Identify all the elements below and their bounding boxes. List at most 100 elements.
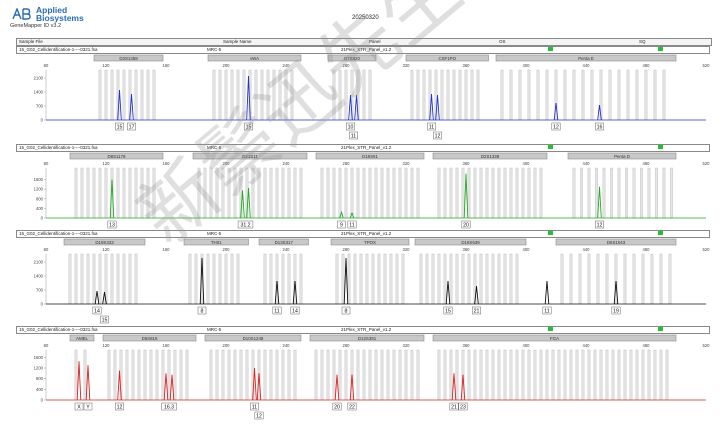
bin-line (659, 253, 663, 305)
bin-line (224, 253, 228, 305)
bin-line (116, 167, 120, 219)
bin-line (641, 349, 645, 401)
bin-line (263, 167, 267, 219)
y-tick-label: 2100 (34, 76, 44, 81)
bin-line (335, 253, 339, 305)
bin-line (473, 349, 477, 401)
x-tick-label: 320 (403, 63, 411, 68)
allele-call-label: 15 (115, 122, 124, 130)
locus-label: D2S1338 (481, 154, 500, 159)
bin-line (185, 349, 189, 401)
locus-marker: TH01 (183, 238, 249, 246)
signal-peak (429, 93, 434, 121)
bin-line (581, 69, 585, 121)
locus-marker: CSF1PO (405, 54, 489, 62)
bin-line (416, 69, 420, 121)
x-tick-label: 520 (703, 161, 711, 166)
bin-line (521, 167, 525, 219)
bin-line (206, 253, 210, 305)
bin-line (287, 349, 291, 401)
bin-line (83, 349, 87, 401)
x-tick-label: 320 (403, 247, 411, 252)
x-tick-label: 80 (44, 247, 49, 252)
signal-peak (544, 280, 550, 305)
locus-label: D12S391 (358, 336, 377, 341)
allele-call-label: 20 (461, 220, 471, 228)
bin-line (320, 167, 324, 219)
bin-line (509, 349, 513, 401)
bin-line (362, 167, 366, 219)
bin-line (572, 167, 576, 219)
bin-line (380, 349, 384, 401)
allele-call-label: 11 (250, 402, 259, 410)
bin-line (470, 69, 474, 121)
bin-line (595, 167, 598, 219)
bin-line (635, 349, 639, 401)
signal-peak (597, 104, 602, 121)
bin-line (215, 167, 219, 219)
bin-line (443, 349, 447, 401)
locus-label: D16S539 (461, 240, 480, 245)
bin-line (365, 253, 369, 305)
svg-text:14: 14 (292, 308, 298, 314)
locus-marker: D7S820 (327, 54, 377, 62)
bin-line (509, 167, 513, 219)
bin-line (134, 69, 138, 121)
bin-line (230, 69, 234, 121)
bin-line (281, 253, 285, 305)
bin-line (104, 167, 108, 219)
signal-peak (256, 373, 262, 401)
bin-line (461, 167, 465, 219)
bin-line (527, 69, 531, 121)
bin-line (497, 349, 501, 401)
bin-line (125, 349, 129, 401)
os-quality-flag (548, 327, 553, 331)
locus-marker: D3S1358 (93, 54, 164, 62)
signal-peak (102, 291, 107, 305)
y-tick-label: 1200 (34, 187, 44, 192)
bin-line (227, 167, 231, 219)
bin-line (275, 167, 279, 219)
allele-call-label: 16.3 (161, 402, 177, 410)
bin-line (659, 349, 663, 401)
bin-line (344, 167, 348, 219)
allele-call-label: Y (83, 402, 93, 410)
locus-label: D19S433 (95, 240, 114, 245)
bin-line (122, 69, 126, 121)
panel-2: 15_G02_Cellidentification-1----0321.fsa M… (16, 144, 710, 240)
svg-text:13: 13 (109, 222, 115, 228)
panel-title-row: 15_G02_Cellidentification-1----0321.fsa M… (16, 46, 710, 54)
signal-peak (169, 374, 175, 401)
y-tick-label: 800 (36, 376, 44, 381)
bin-line (491, 349, 495, 401)
allele-call-label: 31.2 (237, 220, 254, 228)
bin-line (326, 349, 330, 401)
bin-line (272, 69, 276, 121)
bin-line (437, 167, 441, 219)
bin-line (224, 69, 228, 121)
bin-line (356, 349, 360, 401)
bin-line (449, 253, 453, 305)
bin-line (293, 167, 297, 219)
panel-3: 15_G02_Cellidentification-1----0321.fsa M… (16, 230, 710, 326)
locus-marker: FGA (432, 334, 677, 342)
bin-line (587, 167, 591, 219)
bin-line (368, 69, 372, 121)
bin-line (251, 167, 255, 219)
svg-text:11: 11 (349, 222, 354, 228)
bin-line (146, 69, 150, 121)
bin-line (509, 253, 513, 305)
locus-marker: D6S1043 (555, 238, 677, 246)
bin-line (371, 253, 375, 305)
x-tick-label: 200 (223, 343, 231, 348)
bin-line (338, 69, 342, 121)
bin-line (404, 349, 408, 401)
bin-line (263, 253, 267, 305)
bin-line (92, 253, 96, 305)
bin-line (473, 167, 477, 219)
svg-text:8: 8 (201, 308, 204, 314)
allele-call-label: 20 (332, 402, 342, 410)
signal-peak (613, 280, 619, 305)
locus-marker: TPOX (330, 238, 410, 246)
applied-biosystems-logo-icon (12, 8, 34, 20)
